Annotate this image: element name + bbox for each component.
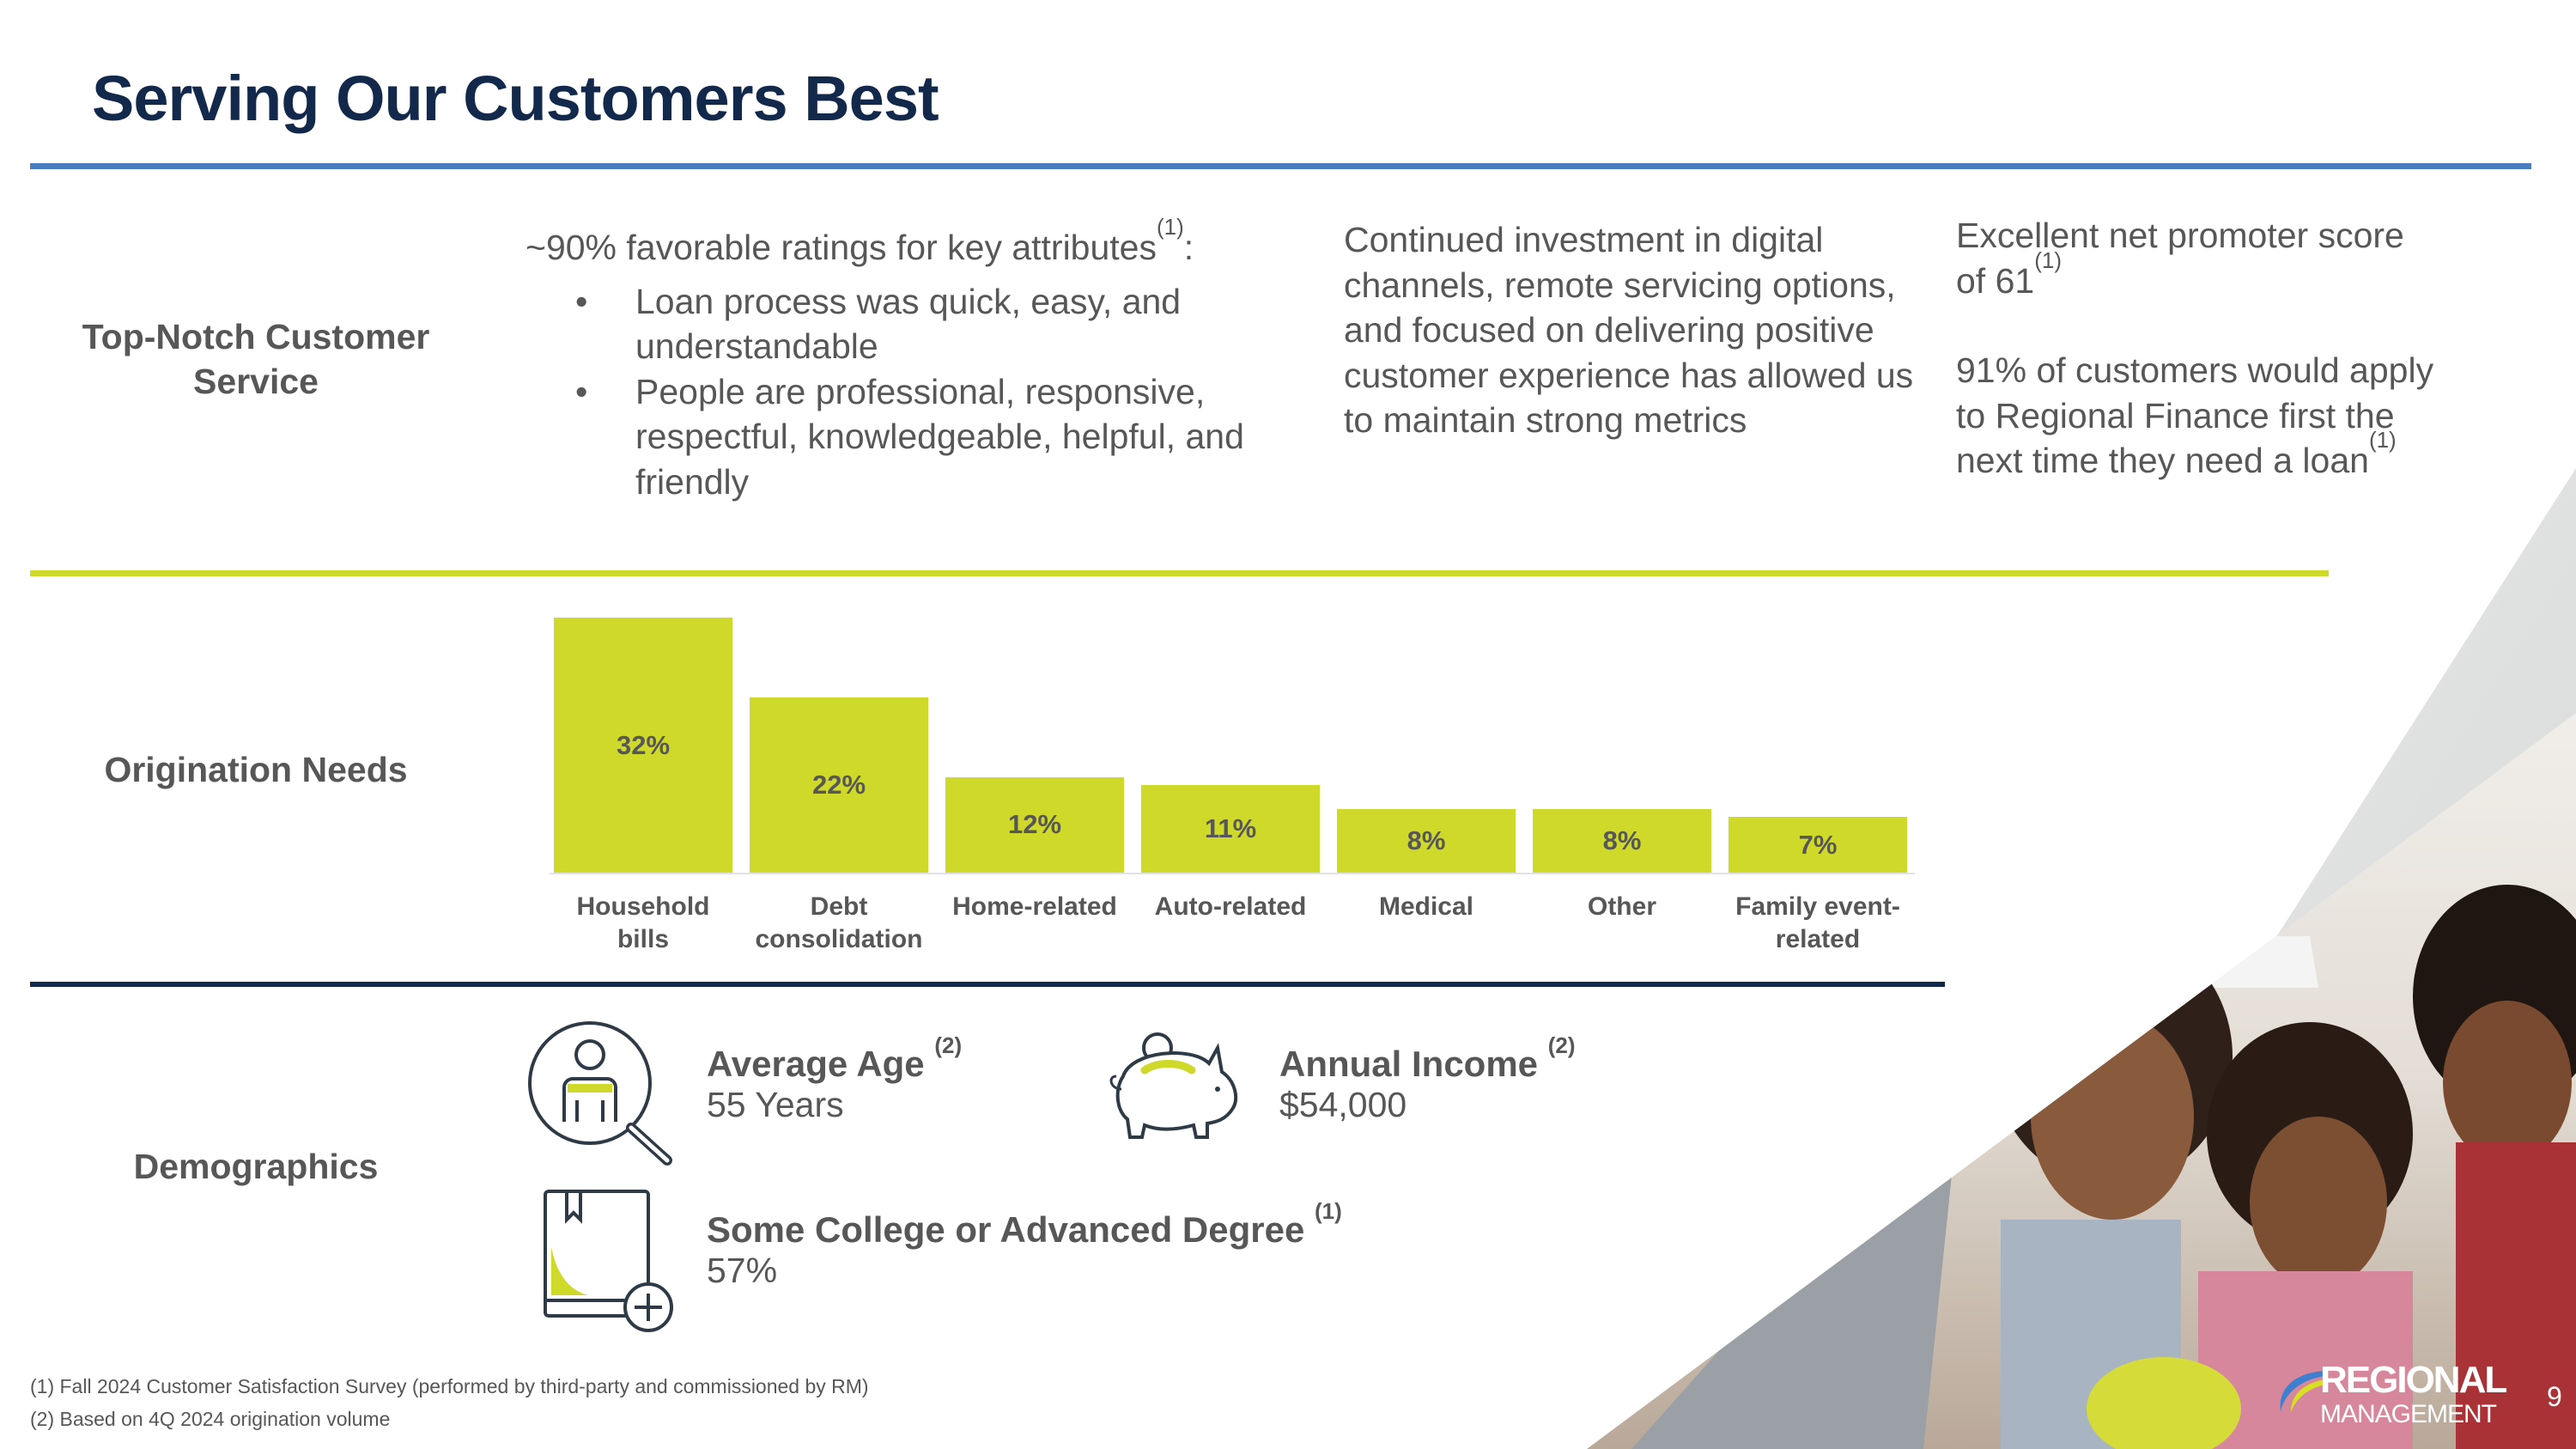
category-label: Household bills [576,892,710,953]
bar-value-label: 11% [1204,813,1257,843]
bar-1 [750,697,928,873]
footnote-1: (1) Fall 2024 Customer Satisfaction Surv… [30,1375,869,1397]
piggy-bank-icon [1109,1032,1238,1139]
book-plus-icon [544,1190,673,1332]
nps-block: Excellent net promoter score of 61(1) 91… [1956,213,2437,484]
section-divider-green [30,570,2329,576]
page-number: 9 [2547,1381,2562,1412]
chart-baseline [550,873,1915,874]
bar-2 [945,776,1124,873]
bullet-item: Loan process was quick, easy, and unders… [526,279,1264,369]
person-magnifier-icon [528,1021,672,1166]
category-label: Medical [1378,892,1474,921]
bar-5 [1533,808,1711,873]
ratings-block: ~90% favorable ratings for key attribute… [526,214,1264,505]
bar-value-label: 8% [1406,825,1446,855]
ratings-intro: ~90% favorable ratings for key attribute… [526,214,1194,267]
logo-swoosh-icon [2280,1371,2325,1412]
bar-value-label: 22% [811,769,866,800]
header-divider [30,163,2531,169]
footnote-2: (2) Based on 4Q 2024 origination volume [30,1408,391,1430]
category-label: Other [1587,892,1656,921]
average-age-stat: Average Age (2) 55 Years [707,1032,963,1124]
footnote-ref: (1) [2034,247,2062,273]
annual-income-stat: Annual Income (2) $54,000 [1279,1032,1576,1124]
footnote-ref: (1) [2368,427,2397,453]
repeat-customer-text: 91% of customers would apply to Regional… [1956,350,2434,480]
footnote-ref: (1) [1315,1198,1342,1224]
bar-4 [1337,808,1516,873]
bar-value-label: 7% [1798,829,1838,860]
nps-text: Excellent net promoter score of 61(1) [1956,216,2404,301]
section-divider-navy [30,982,1945,987]
bar-value-label: 12% [1007,809,1062,840]
footnote-ref: (2) [934,1032,963,1058]
bullet-item: People are professional, responsive, res… [526,369,1264,505]
bar-0 [554,618,732,873]
section-label-demographics: Demographics [133,1147,379,1186]
section-label-origination: Origination Needs [104,750,408,789]
bar-value-label: 32% [616,729,671,760]
education-stat: Some College or Advanced Degree (1) 57% [707,1198,1342,1290]
ratings-bullets: Loan process was quick, easy, and unders… [526,279,1264,505]
investment-text: Continued investment in digital channels… [1344,220,1914,440]
section-label-customer-service: Top-Notch Customer Service [82,317,430,401]
footnote-ref: (1) [1156,214,1184,240]
bar-3 [1141,784,1320,873]
category-label: Family event-related [1735,892,1900,953]
bar-value-label: 8% [1602,825,1642,855]
category-label: Home-related [952,892,1117,921]
page-title: Serving Our Customers Best [92,63,939,134]
bar-6 [1728,817,1907,873]
category-label: Debt consolidation [755,892,923,953]
category-label: Auto-related [1154,892,1307,921]
footnote-ref: (2) [1547,1032,1576,1058]
